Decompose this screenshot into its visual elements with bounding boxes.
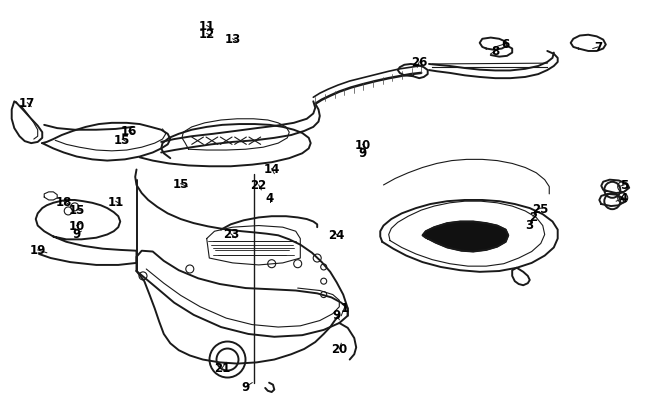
Text: 15: 15 (172, 178, 189, 191)
Text: 4: 4 (266, 192, 274, 205)
Text: 21: 21 (214, 361, 231, 374)
Polygon shape (422, 222, 508, 252)
Text: 10: 10 (355, 139, 371, 151)
Text: 20: 20 (332, 343, 347, 356)
Text: 12: 12 (199, 28, 215, 41)
Text: 9: 9 (333, 309, 341, 322)
Text: 11: 11 (107, 195, 124, 208)
Text: 19: 19 (29, 244, 46, 257)
Text: 11: 11 (199, 20, 215, 33)
Text: 17: 17 (20, 97, 35, 110)
Text: 18: 18 (55, 195, 72, 208)
Text: 14: 14 (263, 163, 280, 176)
Text: 9: 9 (73, 228, 81, 241)
Text: 10: 10 (69, 220, 84, 232)
Text: 22: 22 (251, 179, 266, 192)
Text: 3: 3 (526, 218, 534, 231)
Text: 15: 15 (68, 203, 85, 216)
Text: 16: 16 (120, 125, 137, 138)
Text: 8: 8 (491, 45, 499, 58)
Text: 13: 13 (225, 33, 240, 46)
Text: 5: 5 (620, 179, 628, 192)
Text: 7: 7 (594, 41, 602, 54)
Text: 9: 9 (242, 380, 250, 393)
Text: 4: 4 (620, 192, 628, 205)
Text: 6: 6 (502, 38, 510, 51)
Text: 25: 25 (532, 202, 549, 215)
Text: 24: 24 (328, 228, 345, 241)
Text: 23: 23 (222, 228, 239, 241)
Text: 2: 2 (529, 210, 537, 223)
Text: 15: 15 (114, 133, 131, 146)
Text: 1: 1 (341, 301, 348, 314)
Text: 26: 26 (411, 56, 428, 69)
Text: 9: 9 (359, 147, 367, 160)
